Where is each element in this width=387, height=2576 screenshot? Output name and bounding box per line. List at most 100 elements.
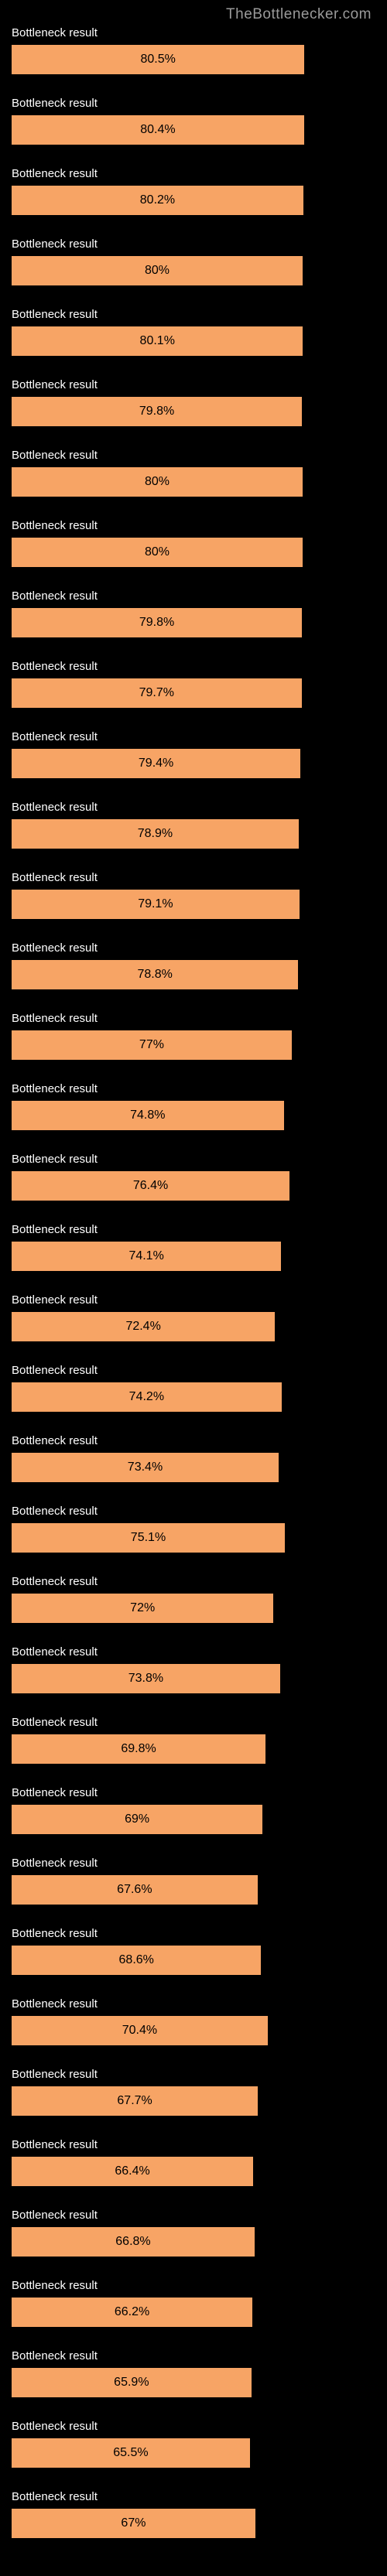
bar-value: 79.8% xyxy=(139,616,174,630)
chart-row: Bottleneck result 70.4% xyxy=(12,1997,375,2045)
bar: 80% xyxy=(12,467,303,497)
bar: 66.2% xyxy=(12,2298,252,2327)
bar-wrapper: 79.4% xyxy=(12,749,375,778)
bar: 67.6% xyxy=(12,1875,258,1905)
bar: 69% xyxy=(12,1805,262,1834)
bar-wrapper: 80.4% xyxy=(12,115,375,145)
chart-row: Bottleneck result 74.2% xyxy=(12,1364,375,1412)
bottleneck-chart: Bottleneck result80.5%Bottleneck result8… xyxy=(0,26,387,2576)
bar-value: 77% xyxy=(139,1038,164,1052)
bar-wrapper: 67.7% xyxy=(12,2086,375,2116)
bar-label: Bottleneck result xyxy=(12,1997,375,2011)
bar-value: 66.4% xyxy=(115,2164,149,2178)
bar-value: 79.7% xyxy=(139,686,174,700)
chart-row: Bottleneck result68.6% xyxy=(12,1927,375,1975)
bar-label: Bottleneck result xyxy=(12,2490,375,2503)
bar-label: Bottleneck result xyxy=(12,1857,375,1870)
chart-row: Bottleneck result 75.1% xyxy=(12,1505,375,1553)
bar-label: Bottleneck result xyxy=(12,167,375,180)
bar-wrapper: 66.8% xyxy=(12,2227,375,2257)
chart-row: Bottleneck result 80.2% xyxy=(12,167,375,215)
bar-wrapper: 72.4% xyxy=(12,1312,375,1341)
chart-row: Bottleneck result79.8% xyxy=(12,378,375,426)
bar-wrapper: 74.2% xyxy=(12,1382,375,1412)
bar-label: Bottleneck result xyxy=(12,730,375,743)
bar-wrapper: 69.8% xyxy=(12,1734,375,1764)
bar: 72.4% xyxy=(12,1312,275,1341)
bar-label: Bottleneck result xyxy=(12,1505,375,1518)
chart-row: Bottleneck result80% xyxy=(12,449,375,497)
chart-row: Bottleneck result 73.8% xyxy=(12,1645,375,1693)
bar: 69.8% xyxy=(12,1734,265,1764)
bar-value: 79.8% xyxy=(139,405,174,419)
bar-value: 80% xyxy=(145,264,170,278)
chart-row: Bottleneck result69.8% xyxy=(12,1716,375,1764)
bar-label: Bottleneck result xyxy=(12,97,375,110)
chart-row: Bottleneck result72% xyxy=(12,1575,375,1623)
bar: 75.1% xyxy=(12,1523,285,1553)
chart-row: Bottleneck result80% xyxy=(12,237,375,285)
bar-label: Bottleneck result xyxy=(12,26,375,39)
bar-label: Bottleneck result xyxy=(12,1434,375,1447)
bar-wrapper: 65.5% xyxy=(12,2438,375,2468)
bar-label: Bottleneck result xyxy=(12,1575,375,1588)
bar-wrapper: 80.1% xyxy=(12,326,375,356)
bar-value: 74.2% xyxy=(129,1390,164,1404)
bar-wrapper: 78.9% xyxy=(12,819,375,849)
bar-label: Bottleneck result xyxy=(12,2279,375,2292)
bar-wrapper: 66.4% xyxy=(12,2157,375,2186)
bar-value: 74.1% xyxy=(128,1249,163,1263)
bar-label: Bottleneck result xyxy=(12,1645,375,1659)
bar-label: Bottleneck result xyxy=(12,801,375,814)
chart-row: Bottleneck result 67% xyxy=(12,2490,375,2538)
bar: 79.1% xyxy=(12,890,300,919)
bar: 74.8% xyxy=(12,1101,284,1130)
bar: 78.9% xyxy=(12,819,299,849)
bar-wrapper: 79.7% xyxy=(12,678,375,708)
chart-row: Bottleneck result 65.9% xyxy=(12,2349,375,2397)
chart-row: Bottleneck result 77% xyxy=(12,1012,375,1060)
chart-row: Bottleneck result80.5% xyxy=(12,26,375,74)
chart-row: Bottleneck result67.7% xyxy=(12,2068,375,2116)
bar: 80.4% xyxy=(12,115,304,145)
bar: 79.7% xyxy=(12,678,302,708)
bar-value: 66.2% xyxy=(115,2305,149,2319)
bar-wrapper: 76.4% xyxy=(12,1171,375,1201)
bar: 79.4% xyxy=(12,749,300,778)
bar: 66.4% xyxy=(12,2157,253,2186)
chart-row: Bottleneck result 79.7% xyxy=(12,660,375,708)
bar-wrapper: 66.2% xyxy=(12,2298,375,2327)
bar: 70.4% xyxy=(12,2016,268,2045)
bar: 80.2% xyxy=(12,186,303,215)
bar-value: 73.8% xyxy=(128,1672,163,1686)
bar-label: Bottleneck result xyxy=(12,1293,375,1307)
bar-wrapper: 74.8% xyxy=(12,1101,375,1130)
bar-wrapper: 67% xyxy=(12,2509,375,2538)
bar-value: 76.4% xyxy=(133,1179,168,1193)
bar-value: 78.9% xyxy=(138,827,173,841)
bar-label: Bottleneck result xyxy=(12,941,375,955)
bar-label: Bottleneck result xyxy=(12,1082,375,1095)
bar-wrapper: 79.8% xyxy=(12,608,375,637)
bar-value: 79.4% xyxy=(139,757,173,770)
bar-wrapper: 65.9% xyxy=(12,2368,375,2397)
bar: 68.6% xyxy=(12,1946,261,1975)
bar-label: Bottleneck result xyxy=(12,660,375,673)
bar-value: 65.9% xyxy=(114,2376,149,2390)
bar-label: Bottleneck result xyxy=(12,1012,375,1025)
bar-label: Bottleneck result xyxy=(12,1364,375,1377)
bar-label: Bottleneck result xyxy=(12,1153,375,1166)
bar-label: Bottleneck result xyxy=(12,2138,375,2151)
chart-row: Bottleneck result 66.4% xyxy=(12,2138,375,2186)
bar-wrapper: 80% xyxy=(12,538,375,567)
bar-label: Bottleneck result xyxy=(12,871,375,884)
bar-wrapper: 73.4% xyxy=(12,1453,375,1482)
chart-row: Bottleneck result66.8% xyxy=(12,2209,375,2257)
bar: 73.8% xyxy=(12,1664,280,1693)
bar-value: 80.4% xyxy=(140,123,175,137)
bar-label: Bottleneck result xyxy=(12,2349,375,2362)
bar-value: 78.8% xyxy=(137,968,172,982)
bar: 65.9% xyxy=(12,2368,252,2397)
bar-value: 75.1% xyxy=(131,1531,166,1545)
site-title: TheBottlenecker.com xyxy=(226,6,372,22)
